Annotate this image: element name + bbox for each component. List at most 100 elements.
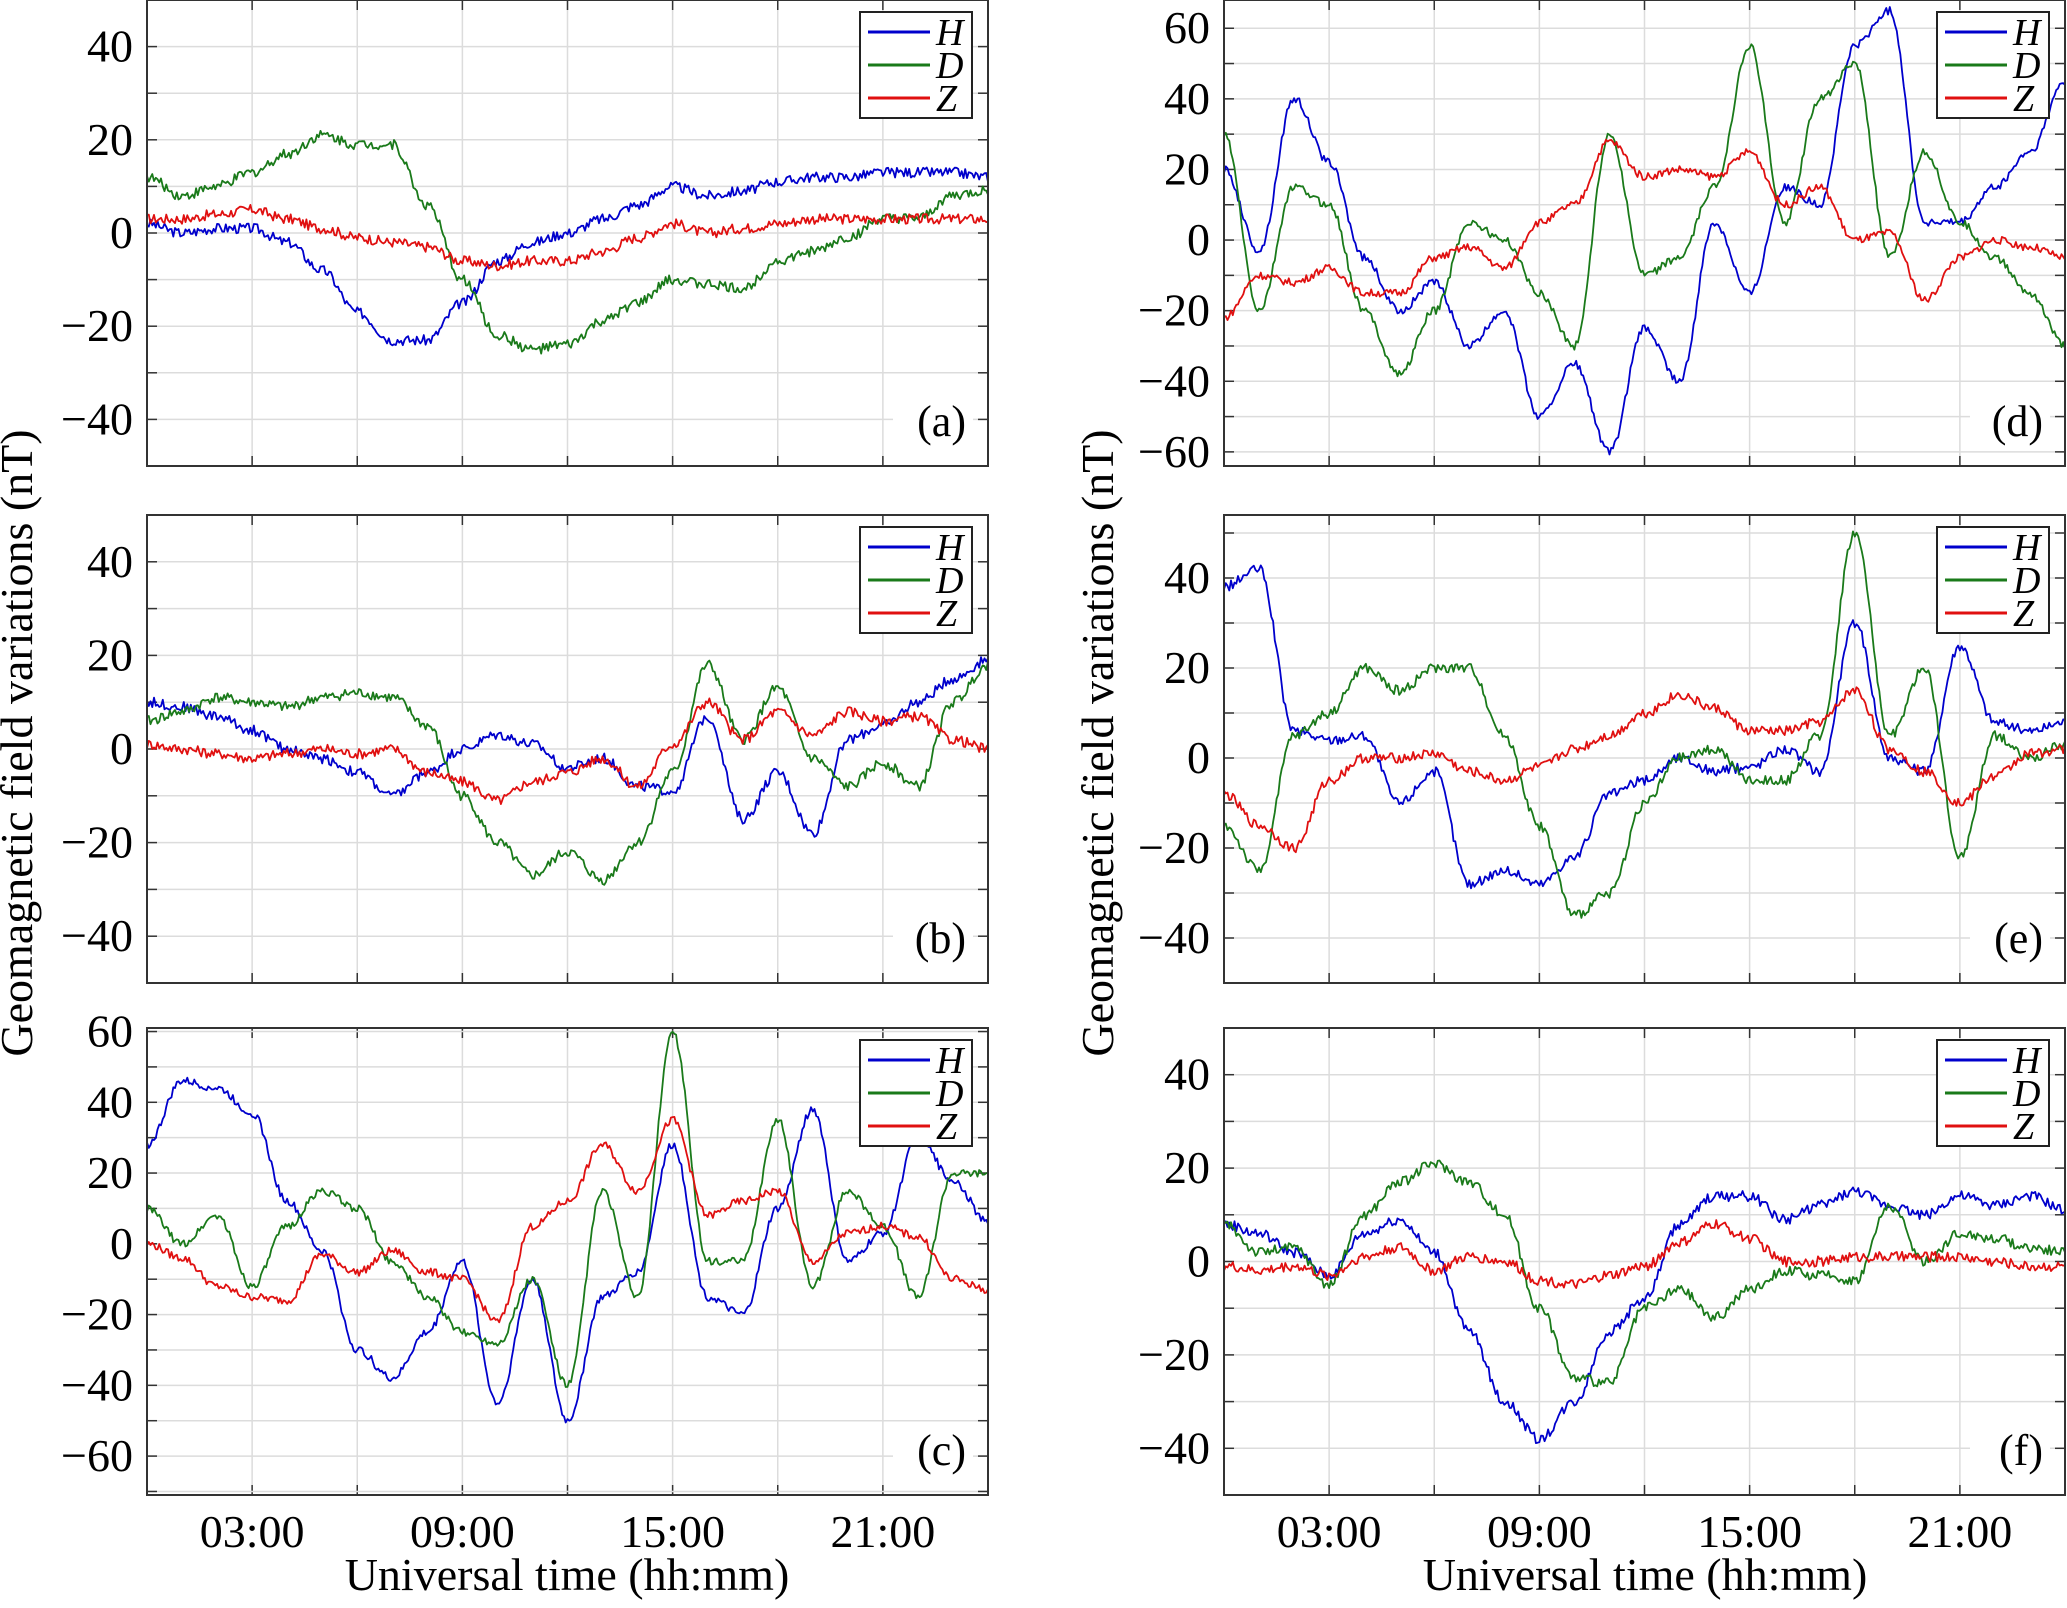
panel-tag-bg	[893, 913, 973, 965]
legend: HDZ	[1936, 11, 2050, 120]
legend-label-d: D	[2012, 560, 2040, 602]
panel-tag-bg	[1970, 1425, 2050, 1477]
panel-tag-bg	[893, 1425, 973, 1477]
y-tick-label: −20	[61, 817, 133, 868]
series-group	[147, 656, 988, 886]
series-line-h	[147, 166, 988, 347]
right-xlabel: Universal time (hh:mm)	[1423, 1549, 1868, 1600]
panel-tag-bg	[1970, 396, 2050, 448]
x-tick-label: 15:00	[1697, 1506, 1802, 1557]
panel-b: −40 −20 0 20 40 HDZ (b)	[61, 514, 989, 984]
y-tick-label: 40	[87, 1076, 133, 1127]
legend-label-h: H	[2012, 527, 2043, 569]
panel-tag: (c)	[917, 1426, 966, 1475]
legend-label-h: H	[935, 12, 966, 54]
legend: HDZ	[859, 526, 973, 635]
legend-label-h: H	[935, 527, 966, 569]
series-line-d	[1224, 43, 2065, 378]
panel-tag: (d)	[1992, 397, 2043, 446]
legend: HDZ	[1936, 1039, 2050, 1148]
legend-label-z: Z	[2013, 593, 2035, 635]
y-tick-label: 60	[1164, 2, 1210, 53]
series-line-h	[1224, 6, 2065, 456]
panel-f: −40 −20 0 20 40 03:00 09:00 15:00 21:00 HDZ (f)	[1138, 1027, 2066, 1557]
series-line-d	[147, 130, 988, 355]
y-tick-label: 0	[1187, 732, 1210, 783]
y-tick-label: −20	[1138, 822, 1210, 873]
y-tick-label: −60	[61, 1430, 133, 1481]
y-tick-label: 60	[87, 1006, 133, 1057]
series-line-d	[147, 659, 988, 886]
x-tick-label: 09:00	[410, 1506, 515, 1557]
legend: HDZ	[859, 11, 973, 120]
legend: HDZ	[859, 1039, 973, 1148]
legend-label-z: Z	[936, 78, 958, 120]
panel-tag: (a)	[917, 397, 966, 446]
series-line-z	[147, 1116, 988, 1324]
panel-c: −60 −40 −20 0 20 40 60 03:00 09:00 15:00 21:00 HDZ (…	[61, 1006, 989, 1557]
y-tick-label: 0	[110, 723, 133, 774]
y-tick-label: −40	[61, 910, 133, 961]
panel-tag-bg	[1970, 913, 2050, 965]
y-tick-label: 40	[87, 21, 133, 72]
y-tick-label: 20	[87, 629, 133, 680]
y-tick-label: −40	[1138, 912, 1210, 963]
y-tick-label: 0	[1187, 214, 1210, 265]
series-line-d	[147, 1030, 988, 1388]
y-tick-label: −20	[61, 1289, 133, 1340]
legend-label-d: D	[935, 45, 963, 87]
panel-tag: (b)	[915, 914, 966, 963]
y-tick-label: 40	[1164, 1049, 1210, 1100]
legend-label-z: Z	[2013, 1106, 2035, 1148]
x-tick-label: 03:00	[1277, 1506, 1382, 1557]
series-line-z	[147, 697, 988, 805]
plot-frame	[146, 0, 989, 467]
panel-tag: (e)	[1994, 914, 2043, 963]
legend-label-d: D	[2012, 45, 2040, 87]
panel-tag-bg	[893, 396, 973, 448]
series-line-d	[1224, 1159, 2065, 1388]
legend-label-d: D	[935, 1073, 963, 1115]
panel-tag: (f)	[1999, 1426, 2043, 1475]
y-tick-label: 40	[1164, 73, 1210, 124]
legend-label-z: Z	[936, 593, 958, 635]
y-tick-label: −40	[61, 1359, 133, 1410]
y-tick-label: 20	[1164, 1142, 1210, 1193]
series-line-h	[1224, 1186, 2065, 1444]
x-tick-label: 21:00	[830, 1506, 935, 1557]
legend-label-z: Z	[936, 1106, 958, 1148]
right-ylabel: Geomagnetic field variations (nT)	[1072, 429, 1123, 1056]
legend-label-d: D	[2012, 1073, 2040, 1115]
series-line-d	[1224, 530, 2065, 919]
series-line-h	[147, 1076, 988, 1424]
x-tick-label: 21:00	[1907, 1506, 2012, 1557]
legend-label-h: H	[2012, 1040, 2043, 1082]
y-tick-label: 20	[87, 1147, 133, 1198]
x-tick-label: 03:00	[200, 1506, 305, 1557]
plot-frame	[146, 1027, 989, 1496]
x-tick-label: 09:00	[1487, 1506, 1592, 1557]
series-line-h	[147, 656, 988, 838]
y-tick-label: −20	[1138, 1329, 1210, 1380]
legend-label-h: H	[2012, 12, 2043, 54]
series-group	[1224, 1159, 2065, 1444]
series-line-z	[147, 204, 988, 272]
y-tick-label: 0	[1187, 1236, 1210, 1287]
plot-frame	[1223, 1027, 2066, 1496]
left-ylabel: Geomagnetic field variations (nT)	[0, 429, 42, 1056]
left-xlabel: Universal time (hh:mm)	[345, 1549, 790, 1600]
series-group	[1224, 6, 2065, 456]
panel-a: −40 −20 0 20 40 HDZ (a)	[61, 0, 989, 467]
y-tick-label: −20	[61, 300, 133, 351]
y-tick-label: 40	[87, 536, 133, 587]
series-line-z	[1224, 1219, 2065, 1289]
series-group	[147, 1030, 988, 1424]
legend-label-z: Z	[2013, 78, 2035, 120]
x-tick-label: 15:00	[620, 1506, 725, 1557]
y-tick-label: −60	[1138, 426, 1210, 477]
panel-e: −40 −20 0 20 40 HDZ (e)	[1138, 514, 2066, 984]
y-tick-label: 0	[110, 1218, 133, 1269]
series-line-h	[1224, 564, 2065, 890]
series-line-z	[1224, 138, 2065, 321]
